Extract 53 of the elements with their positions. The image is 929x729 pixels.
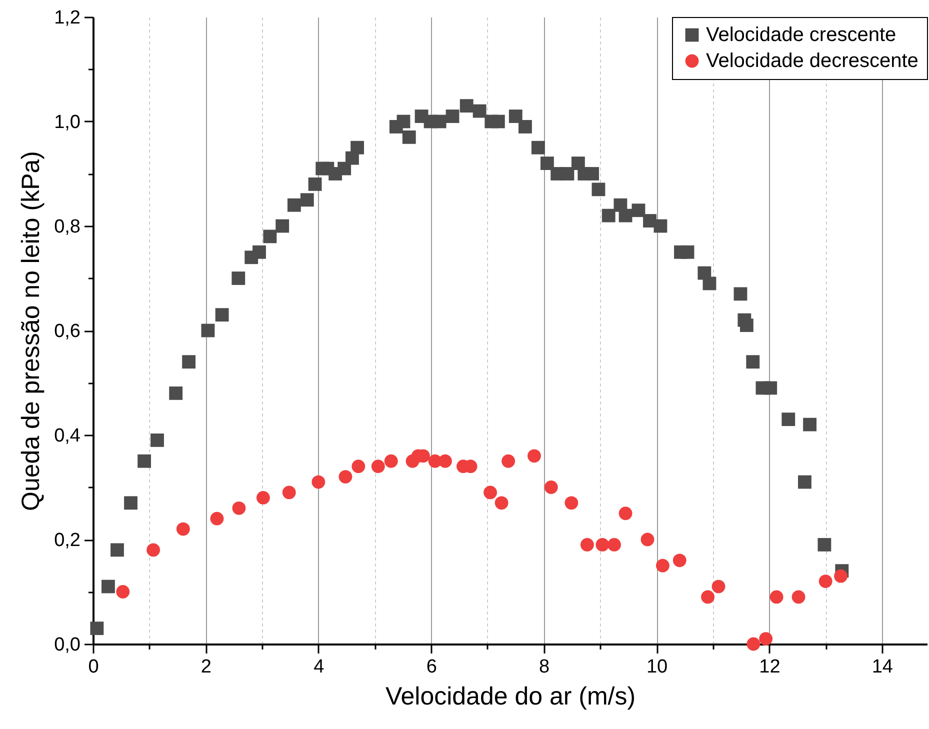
point xyxy=(818,574,832,588)
y-tick-label: 0,4 xyxy=(54,426,81,446)
point xyxy=(338,470,352,484)
point xyxy=(580,538,594,552)
point xyxy=(656,558,670,572)
point xyxy=(176,522,190,536)
point xyxy=(544,480,558,494)
point xyxy=(712,580,726,594)
x-tick-label: 8 xyxy=(539,656,550,678)
point xyxy=(701,590,714,604)
point xyxy=(210,512,224,526)
point xyxy=(596,538,610,552)
x-axis-title: Velocidade do ar (m/s) xyxy=(385,682,636,710)
y-tick-label: 1,2 xyxy=(54,8,80,28)
point xyxy=(494,496,508,510)
y-tick-label: 1,0 xyxy=(54,112,80,133)
point xyxy=(371,460,385,474)
y-tick-label: 0,6 xyxy=(54,321,80,342)
point xyxy=(438,454,452,468)
point xyxy=(770,590,784,604)
point xyxy=(484,486,497,500)
x-tick-label: 6 xyxy=(426,656,437,678)
x-tick-label: 4 xyxy=(314,656,325,678)
point xyxy=(352,460,366,474)
point xyxy=(759,632,773,646)
legend-label: Velocidade decrescente xyxy=(706,50,918,72)
y-tick-label: 0,0 xyxy=(54,634,80,656)
x-tick-label: 12 xyxy=(759,656,780,678)
y-tick-label: 0,2 xyxy=(54,530,80,551)
point xyxy=(834,569,848,583)
point xyxy=(528,449,541,463)
point xyxy=(564,496,578,510)
point xyxy=(116,585,130,598)
point xyxy=(608,538,621,552)
point xyxy=(146,543,160,557)
y-axis-title: Queda de pressão no leito (kPa) xyxy=(17,151,46,511)
point xyxy=(746,637,760,651)
x-tick-label: 2 xyxy=(200,656,212,678)
x-tick-label: 10 xyxy=(646,656,668,678)
point xyxy=(672,554,686,568)
legend-label: Velocidade crescente xyxy=(706,24,896,46)
y-tick-label: 0,8 xyxy=(54,216,80,238)
point xyxy=(232,501,246,515)
point xyxy=(282,486,296,500)
point xyxy=(312,475,326,489)
point xyxy=(256,491,270,504)
x-tick-label: 0 xyxy=(88,656,99,678)
point xyxy=(384,454,398,468)
x-tick-label: 14 xyxy=(872,656,894,678)
point xyxy=(792,590,806,604)
point xyxy=(502,454,516,468)
point xyxy=(640,532,654,546)
point xyxy=(618,506,632,520)
